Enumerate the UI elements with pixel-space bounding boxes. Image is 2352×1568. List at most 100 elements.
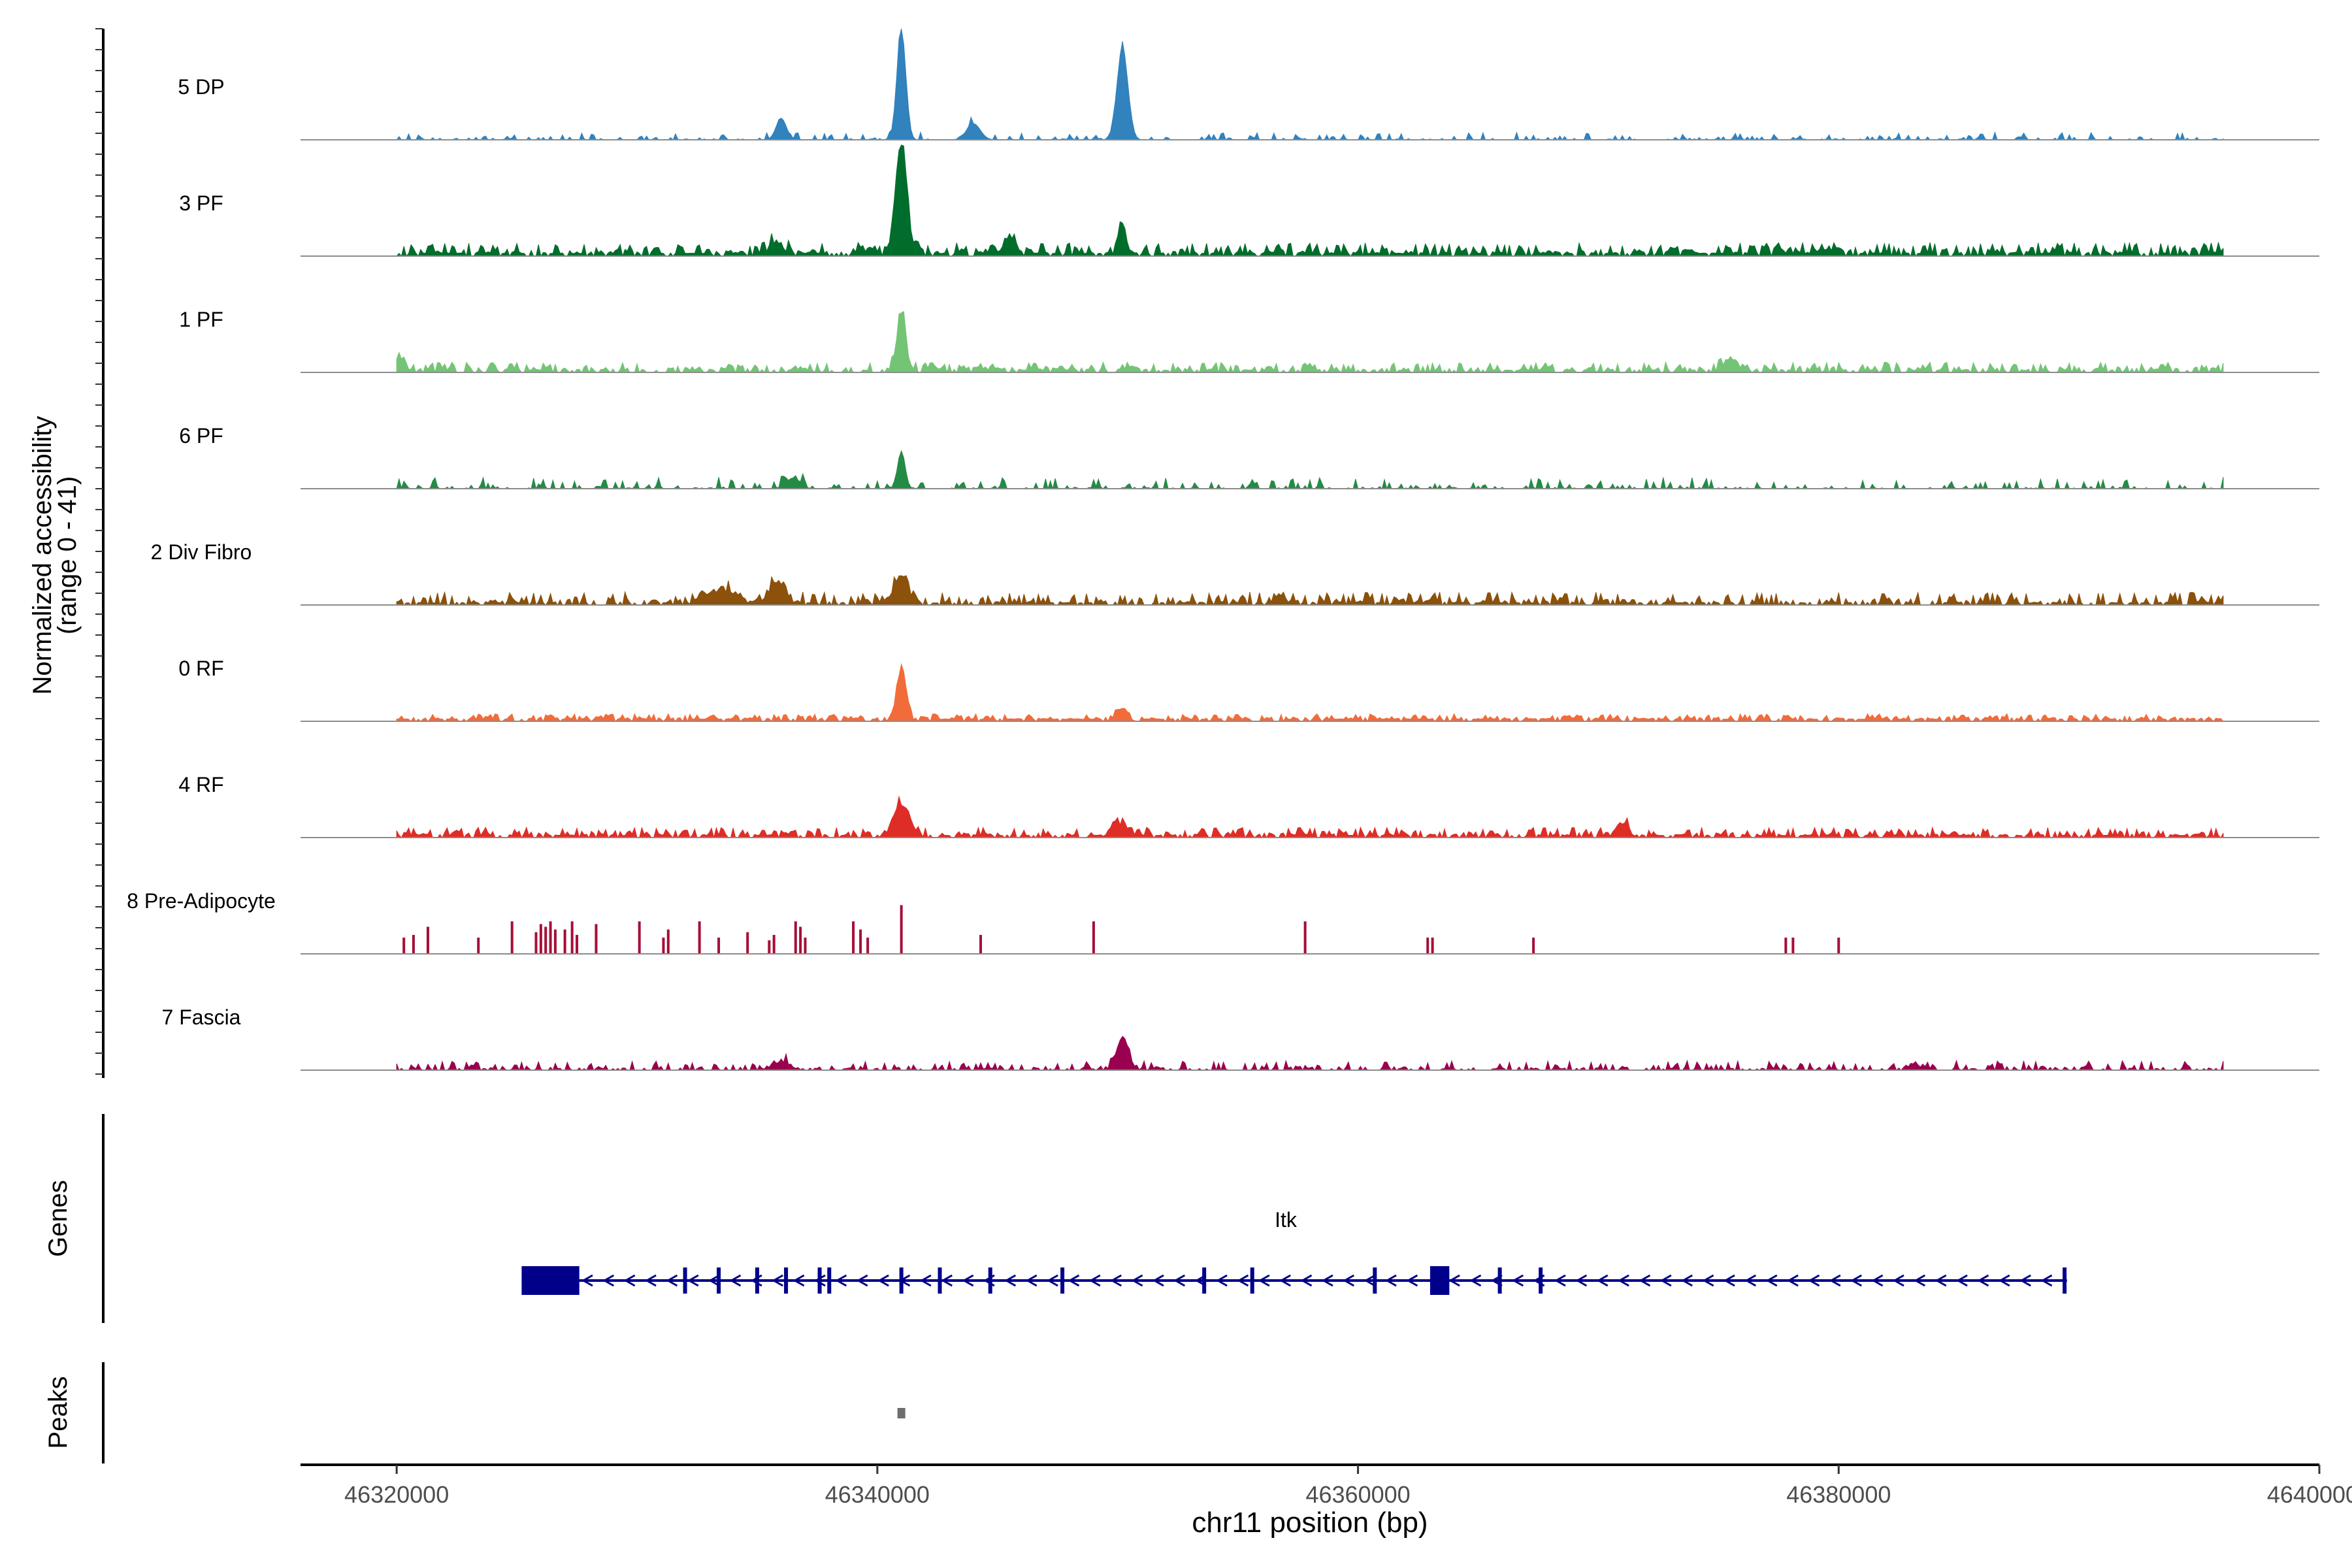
strand-arrow	[1152, 1274, 1164, 1287]
coverage-area	[396, 575, 2224, 606]
coverage-spike	[1532, 938, 1535, 954]
strand-arrow	[835, 1274, 847, 1287]
track-6-pf: 6 PF	[179, 424, 2319, 490]
coverage-spike	[768, 940, 771, 954]
x-axis-title: chr11 position (bp)	[1192, 1507, 1428, 1539]
coverage-spike	[402, 938, 406, 954]
strand-arrow	[1258, 1274, 1270, 1287]
strand-arrow	[941, 1274, 953, 1287]
strand-arrow	[1829, 1274, 1841, 1287]
genes-panel-label: Genes	[44, 1180, 73, 1257]
strand-arrow	[1659, 1274, 1672, 1287]
track-label: 5 DP	[178, 75, 224, 99]
strand-arrow	[602, 1274, 615, 1287]
coverage-spike	[1837, 938, 1840, 954]
strand-arrow	[1385, 1274, 1397, 1287]
coverage-spike	[1303, 921, 1307, 954]
strand-arrow	[708, 1274, 720, 1287]
coverage-spike	[900, 905, 903, 954]
coverage-spike	[979, 934, 983, 954]
gene-exon	[717, 1267, 721, 1294]
strand-arrow	[1892, 1274, 1904, 1287]
strand-arrow	[1110, 1274, 1122, 1287]
coverage-spike	[852, 921, 855, 954]
strand-arrow	[1279, 1274, 1291, 1287]
strand-arrow	[1596, 1274, 1609, 1287]
peaks-panel-label: Peaks	[44, 1376, 73, 1448]
strand-arrow	[1173, 1274, 1186, 1287]
strand-arrow	[1681, 1274, 1693, 1287]
strand-arrow	[1448, 1274, 1460, 1287]
strand-arrow	[1047, 1274, 1058, 1287]
strand-arrow	[1131, 1274, 1143, 1287]
gene-track: Itk	[521, 1208, 2067, 1295]
y-axis-range-label: (range 0 - 41)	[53, 476, 82, 634]
strand-arrow	[1977, 1274, 1989, 1287]
track-label: 1 PF	[179, 308, 223, 331]
strand-arrow	[1850, 1274, 1862, 1287]
y-axis-title: Normalized accessibility	[28, 416, 57, 695]
coverage-spike	[662, 938, 665, 954]
strand-arrow	[1025, 1274, 1037, 1287]
track-8-pre-adipocyte: 8 Pre-Adipocyte	[127, 889, 2319, 955]
coverage-y-axis-ticks	[95, 28, 103, 1075]
gene-exon	[827, 1267, 832, 1294]
strand-arrow	[1237, 1274, 1249, 1287]
coverage-spike	[698, 921, 701, 954]
x-tick-label: 46400000	[2267, 1481, 2352, 1508]
strand-arrow	[1765, 1274, 1778, 1287]
coverage-area	[396, 310, 2224, 374]
coverage-spike	[717, 938, 721, 954]
track-label: 8 Pre-Adipocyte	[127, 889, 276, 913]
track-label: 3 PF	[179, 191, 223, 215]
coverage-spike	[859, 929, 862, 954]
strand-arrow	[729, 1274, 742, 1287]
strand-arrow	[1406, 1274, 1418, 1287]
strand-arrow	[1744, 1274, 1757, 1287]
gene-label-itk: Itk	[1275, 1208, 1298, 1232]
strand-arrow	[1068, 1274, 1080, 1287]
coverage-area	[396, 796, 2224, 839]
strand-arrow	[1004, 1274, 1017, 1287]
strand-arrow	[1787, 1274, 1799, 1287]
coverage-spike	[1784, 938, 1788, 954]
coverage-spike	[1426, 938, 1429, 954]
coverage-spike	[746, 932, 749, 954]
gene-exon	[755, 1267, 759, 1294]
strand-arrow	[1575, 1274, 1588, 1287]
coverage-spike	[553, 929, 557, 954]
strand-arrow	[1956, 1274, 1968, 1287]
gene-exon	[1060, 1267, 1065, 1294]
strand-arrow	[666, 1274, 678, 1287]
coverage-spike	[638, 921, 641, 954]
strand-arrow	[1871, 1274, 1884, 1287]
x-axis-ticks: 46320000 46340000 46360000 46380000 46400000	[344, 1465, 2352, 1508]
coverage-spike	[534, 932, 538, 954]
strand-arrow	[1321, 1274, 1333, 1287]
gene-exon	[938, 1267, 942, 1294]
coverage-area	[396, 449, 2224, 490]
gene-exon	[1202, 1267, 1207, 1294]
strand-arrow	[1935, 1274, 1947, 1287]
coverage-spike	[794, 921, 797, 954]
track-label: 2 Div Fibro	[151, 540, 252, 564]
strand-arrow	[1216, 1274, 1228, 1287]
strand-arrow	[2019, 1274, 2031, 1287]
gene-exon-large	[521, 1266, 580, 1295]
x-tick-label: 46380000	[1786, 1481, 1891, 1508]
coverage-spike	[412, 934, 415, 954]
strand-arrow	[581, 1274, 593, 1287]
coverage-spike	[1791, 938, 1795, 954]
gene-exon	[1373, 1267, 1377, 1294]
gene-exon	[899, 1267, 904, 1294]
gene-exon	[683, 1267, 687, 1294]
coverage-spike	[1092, 921, 1095, 954]
coverage-spike	[510, 921, 514, 954]
strand-arrow	[623, 1274, 636, 1287]
strand-arrow	[877, 1274, 889, 1287]
strand-arrow	[1469, 1274, 1482, 1287]
strand-arrow	[962, 1274, 974, 1287]
strand-arrow	[1723, 1274, 1735, 1287]
track-7-fascia: 7 Fascia	[162, 1005, 2319, 1071]
strand-arrow	[1618, 1274, 1629, 1287]
